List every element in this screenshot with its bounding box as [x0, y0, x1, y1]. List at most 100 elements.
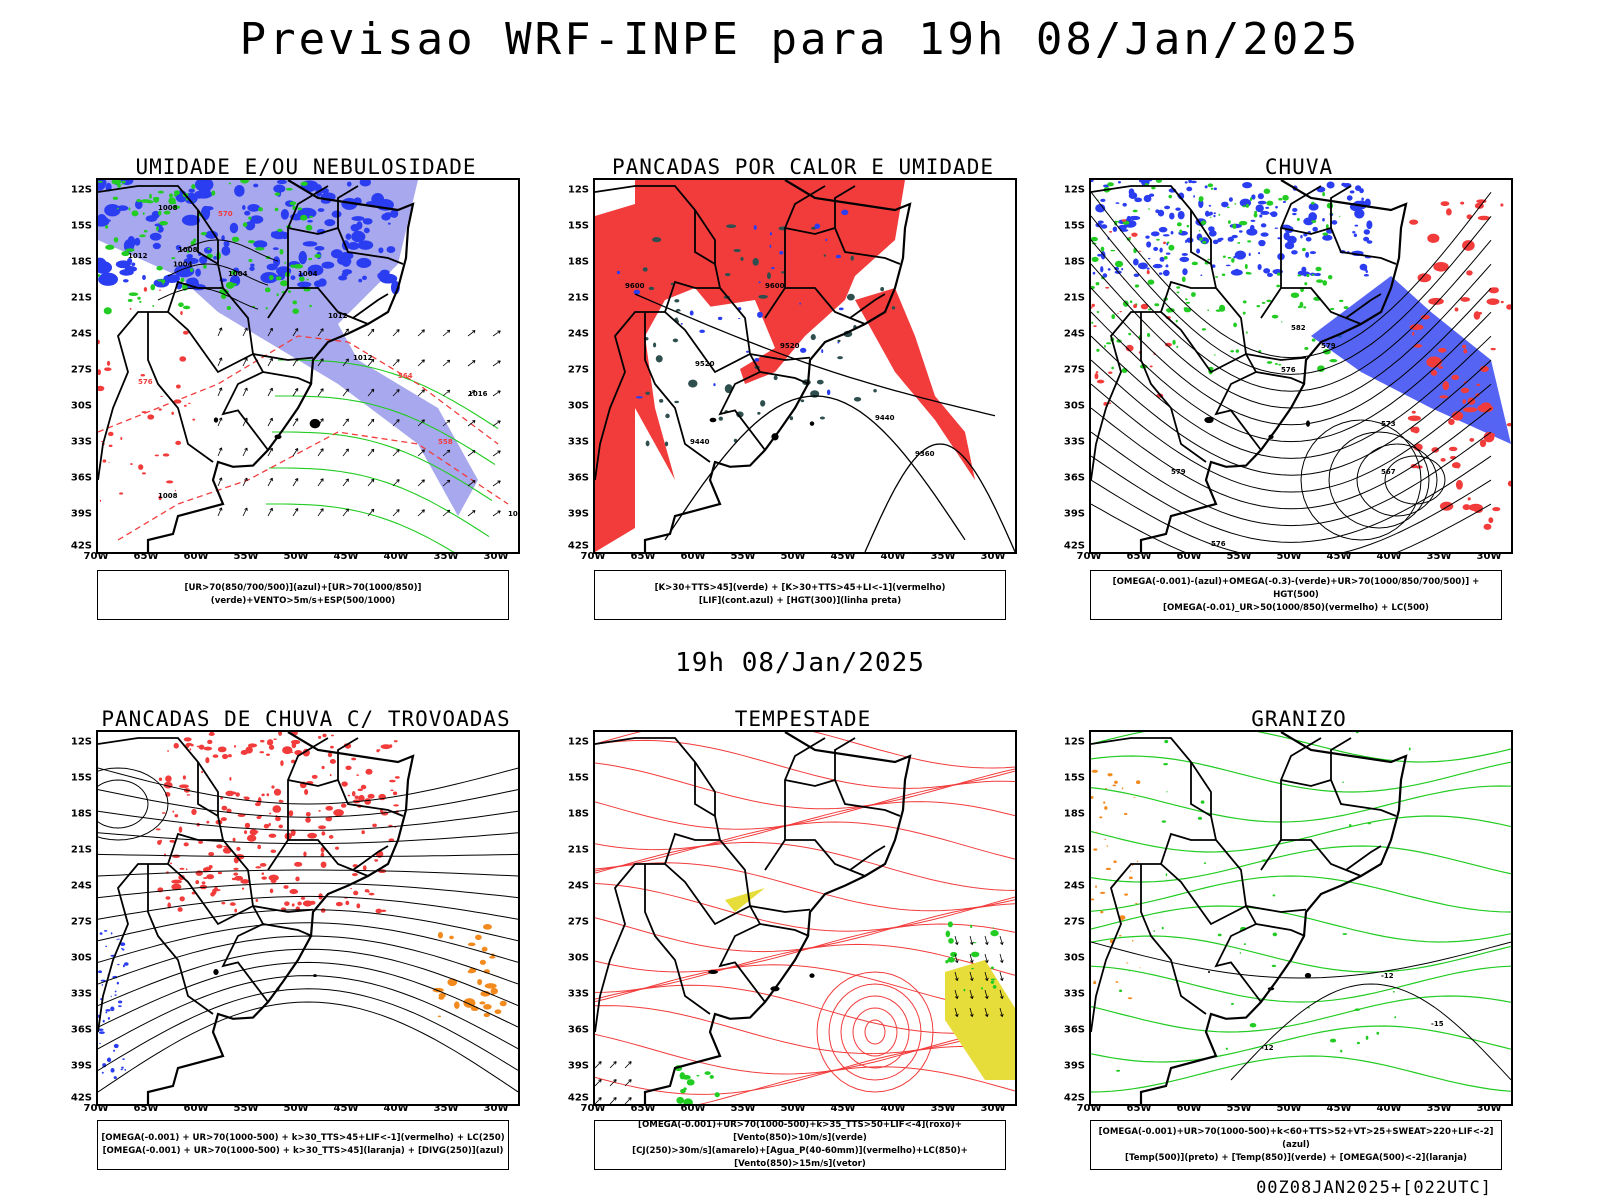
- thunderstorm-cell-red: [212, 754, 219, 758]
- longitude-axis: 70W 65W 60W 55W 50W 45W 40W 35W 30W: [1077, 1103, 1509, 1117]
- latitude-tick-label: 30S: [70, 952, 92, 964]
- omega-area-green: [1213, 354, 1216, 356]
- wind-vector: [292, 418, 299, 427]
- rain-area-red: [1477, 215, 1490, 221]
- geopotential-contour: [864, 443, 1015, 552]
- omega-area-blue: [1204, 185, 1208, 189]
- omega-area-green: [1221, 273, 1226, 276]
- thunderstorm-cell-red: [267, 739, 274, 746]
- omega-area-green: [1151, 186, 1156, 190]
- omega-area-green: [1281, 321, 1283, 323]
- omega-area-blue: [1363, 229, 1370, 235]
- omega-500-mark: [1124, 893, 1129, 896]
- thickness-mark: [143, 287, 148, 292]
- thunderstorm-cell-red: [305, 817, 311, 823]
- omega-area-green: [1245, 331, 1248, 334]
- state-border: [287, 778, 404, 817]
- state-border: [595, 311, 665, 481]
- rain-area-red: [1125, 344, 1134, 352]
- thunderstorm-cell-red: [203, 746, 213, 751]
- thunderstorm-cell-red: [280, 800, 284, 803]
- temperature-850-contour: [1203, 862, 1207, 864]
- omega-area-green: [1266, 361, 1273, 364]
- humidity-cell-blue: [341, 272, 349, 277]
- map-canvas: [98, 732, 518, 1104]
- omega-area-blue: [1159, 256, 1165, 262]
- omega-area-blue: [1128, 215, 1141, 221]
- divergence-mark-blue: [116, 939, 118, 941]
- humidity-cell-blue: [98, 214, 107, 224]
- temperature-850-contour: [1354, 1008, 1361, 1011]
- thunderstorm-cell-red: [261, 793, 265, 797]
- omega-area-blue: [1291, 250, 1298, 255]
- omega-area-blue: [1208, 226, 1215, 232]
- wind-vector: [417, 479, 425, 487]
- wind-vector: [442, 389, 451, 397]
- omega-500-mark: [1136, 860, 1139, 863]
- wind-vector: [624, 1061, 632, 1069]
- thunderstorm-cell-red: [333, 809, 344, 817]
- omega-area-green: [1233, 322, 1237, 328]
- omega-area-blue: [1102, 273, 1108, 278]
- divergence-mark-blue: [120, 1068, 123, 1071]
- wind-vector: [342, 478, 349, 487]
- thunderstorm-cell-red: [172, 810, 175, 813]
- divergence-mark-blue: [102, 1019, 105, 1023]
- wind-area-green: [683, 1098, 693, 1104]
- thunderstorm-cell-orange: [489, 955, 496, 959]
- state-border: [1091, 737, 1247, 907]
- streamline-850: [595, 732, 1015, 769]
- state-border: [1091, 863, 1161, 1033]
- thunderstorm-cell-red: [202, 867, 209, 873]
- omega-area-green: [1253, 212, 1258, 218]
- omega-area-blue: [1246, 228, 1258, 236]
- instability-area-red: [595, 204, 635, 552]
- humidity-cell-green: [128, 207, 131, 211]
- omega-area-green: [1325, 224, 1329, 229]
- latitude-tick-label: 21S: [70, 844, 92, 856]
- omega-area-green: [1114, 260, 1124, 268]
- omega-area-blue: [1146, 267, 1150, 270]
- omega-500-mark: [1114, 780, 1118, 784]
- divergence-mark-blue: [110, 1006, 115, 1012]
- omega-area-blue: [1165, 252, 1171, 255]
- lifted-index-contour: [713, 383, 716, 387]
- contour-label: 564: [398, 372, 413, 380]
- map-canvas: 96009600952095209440944093609600: [595, 180, 1015, 552]
- map-canvas: 582 579 576 573 567 576 579: [1091, 180, 1511, 552]
- omega-area-blue: [1266, 272, 1273, 278]
- thunderstorm-cell-red: [261, 872, 265, 875]
- omega-area-blue: [1238, 230, 1243, 233]
- lifted-index-contour: [769, 244, 772, 248]
- longitude-axis: 70W 65W 60W 55W 50W 45W 40W 35W 30W: [1077, 551, 1509, 565]
- wind-vector: [367, 358, 375, 367]
- latitude-tick-label: 27S: [1063, 916, 1085, 928]
- humidity-cell-blue: [122, 279, 129, 283]
- divergence-mark-blue: [110, 1068, 115, 1073]
- omega-area-green: [1338, 299, 1344, 302]
- longitude-tick-label: 65W: [630, 551, 656, 562]
- longitude-axis: 70W 65W 60W 55W 50W 45W 40W 35W 30W: [581, 1103, 1013, 1117]
- instability-area-green: [724, 273, 731, 277]
- rain-area-red: [1133, 304, 1137, 309]
- temperature-850-contour: [1230, 1002, 1234, 1005]
- instability-area-green: [850, 255, 855, 261]
- thunderstorm-cell-red: [393, 740, 398, 743]
- thunderstorm-cell-red: [320, 847, 325, 853]
- omega-area-blue: [1326, 181, 1335, 189]
- omega-area-blue: [1257, 200, 1267, 205]
- humidity-cell-blue: [341, 197, 358, 210]
- wind-vector: [984, 935, 989, 945]
- omega-area-blue: [1221, 201, 1229, 208]
- temperature-850-contour: [1129, 970, 1131, 972]
- height-contour: [1328, 431, 1430, 529]
- instability-area-green: [819, 416, 826, 420]
- state-border: [1245, 905, 1307, 913]
- wind-vector: [292, 388, 299, 397]
- thunderstorm-cell-red: [364, 798, 372, 805]
- omega-area-blue: [1331, 220, 1338, 225]
- humidity-cell-blue: [317, 278, 327, 287]
- longitude-axis: 70W 65W 60W 55W 50W 45W 40W 35W 30W: [581, 551, 1013, 565]
- state-border: [1190, 762, 1212, 817]
- omega-area-green: [1276, 272, 1281, 276]
